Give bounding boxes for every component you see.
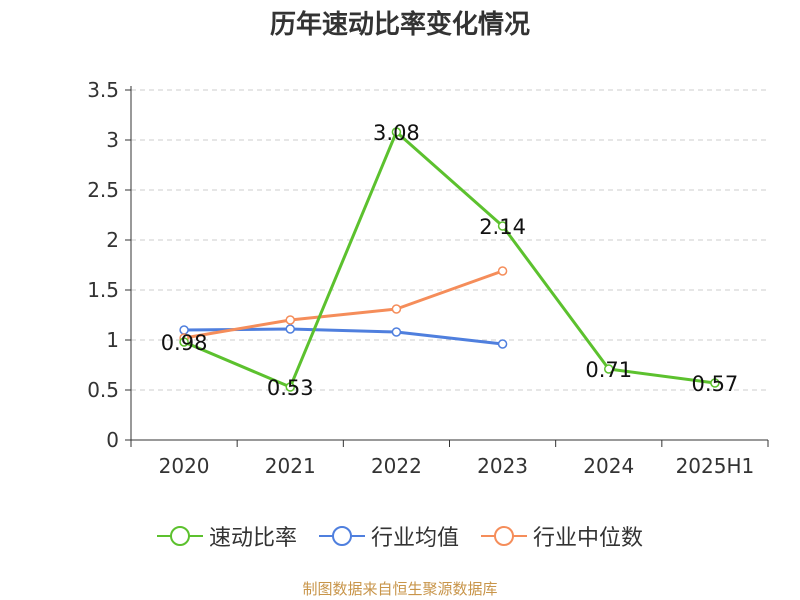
x-tick-label: 2025H1 xyxy=(676,454,755,478)
data-point-2 xyxy=(497,266,508,276)
x-tick-label: 2024 xyxy=(583,454,634,478)
x-tick-label: 2023 xyxy=(477,454,528,478)
data-point-2 xyxy=(391,304,402,314)
legend-label-quick-ratio: 速动比率 xyxy=(208,526,297,551)
legend-marker-industry-median xyxy=(481,526,527,546)
data-point-1 xyxy=(391,327,402,337)
data-point-0 xyxy=(391,127,402,137)
legend-label-industry-median: 行业中位数 xyxy=(533,526,644,551)
series-line-0 xyxy=(183,130,716,389)
x-tick-label: 2022 xyxy=(371,454,422,478)
data-point-1 xyxy=(285,324,295,334)
x-tick-label: 2021 xyxy=(265,454,316,478)
y-tick-label: 0.5 xyxy=(87,378,119,402)
data-point-1 xyxy=(497,339,508,349)
legend-item-industry-median[interactable]: 行业中位数 xyxy=(481,520,643,552)
legend-item-industry-mean[interactable]: 行业均值 xyxy=(318,520,459,552)
data-point-0 xyxy=(285,382,295,392)
data-label: 3.08 xyxy=(373,121,420,145)
series-line-2 xyxy=(183,269,504,340)
legend-marker-quick-ratio xyxy=(156,526,203,546)
data-point-0 xyxy=(604,364,614,374)
data-label: 0.98 xyxy=(161,331,208,355)
legend-label-industry-mean: 行业均值 xyxy=(370,526,459,551)
x-tick-label: 2020 xyxy=(159,454,210,478)
data-point-0 xyxy=(179,337,189,347)
y-tick-label: 3 xyxy=(106,128,119,152)
data-label: 2.14 xyxy=(479,215,526,239)
y-tick-label: 1.5 xyxy=(87,278,119,302)
data-source-note: 制图数据来自恒生聚源数据库 xyxy=(302,580,498,598)
legend-marker-industry-mean xyxy=(318,526,365,546)
y-tick-label: 3.5 xyxy=(87,78,119,102)
chart-title: 历年速动比率变化情况 xyxy=(269,10,530,40)
data-label: 0.57 xyxy=(692,372,739,396)
data-point-0 xyxy=(710,378,720,388)
chart-legend: 速动比率 行业均值 行业中位数 xyxy=(0,520,800,552)
y-tick-label: 2 xyxy=(106,228,119,252)
legend-item-quick-ratio[interactable]: 速动比率 xyxy=(156,520,297,552)
y-tick-label: 1 xyxy=(106,328,119,352)
y-tick-label: 2.5 xyxy=(87,178,119,202)
y-tick-label: 0 xyxy=(106,428,119,452)
data-point-2 xyxy=(285,315,295,325)
data-point-0 xyxy=(497,221,508,231)
data-label: 0.53 xyxy=(267,376,314,400)
data-label: 0.71 xyxy=(585,358,632,382)
